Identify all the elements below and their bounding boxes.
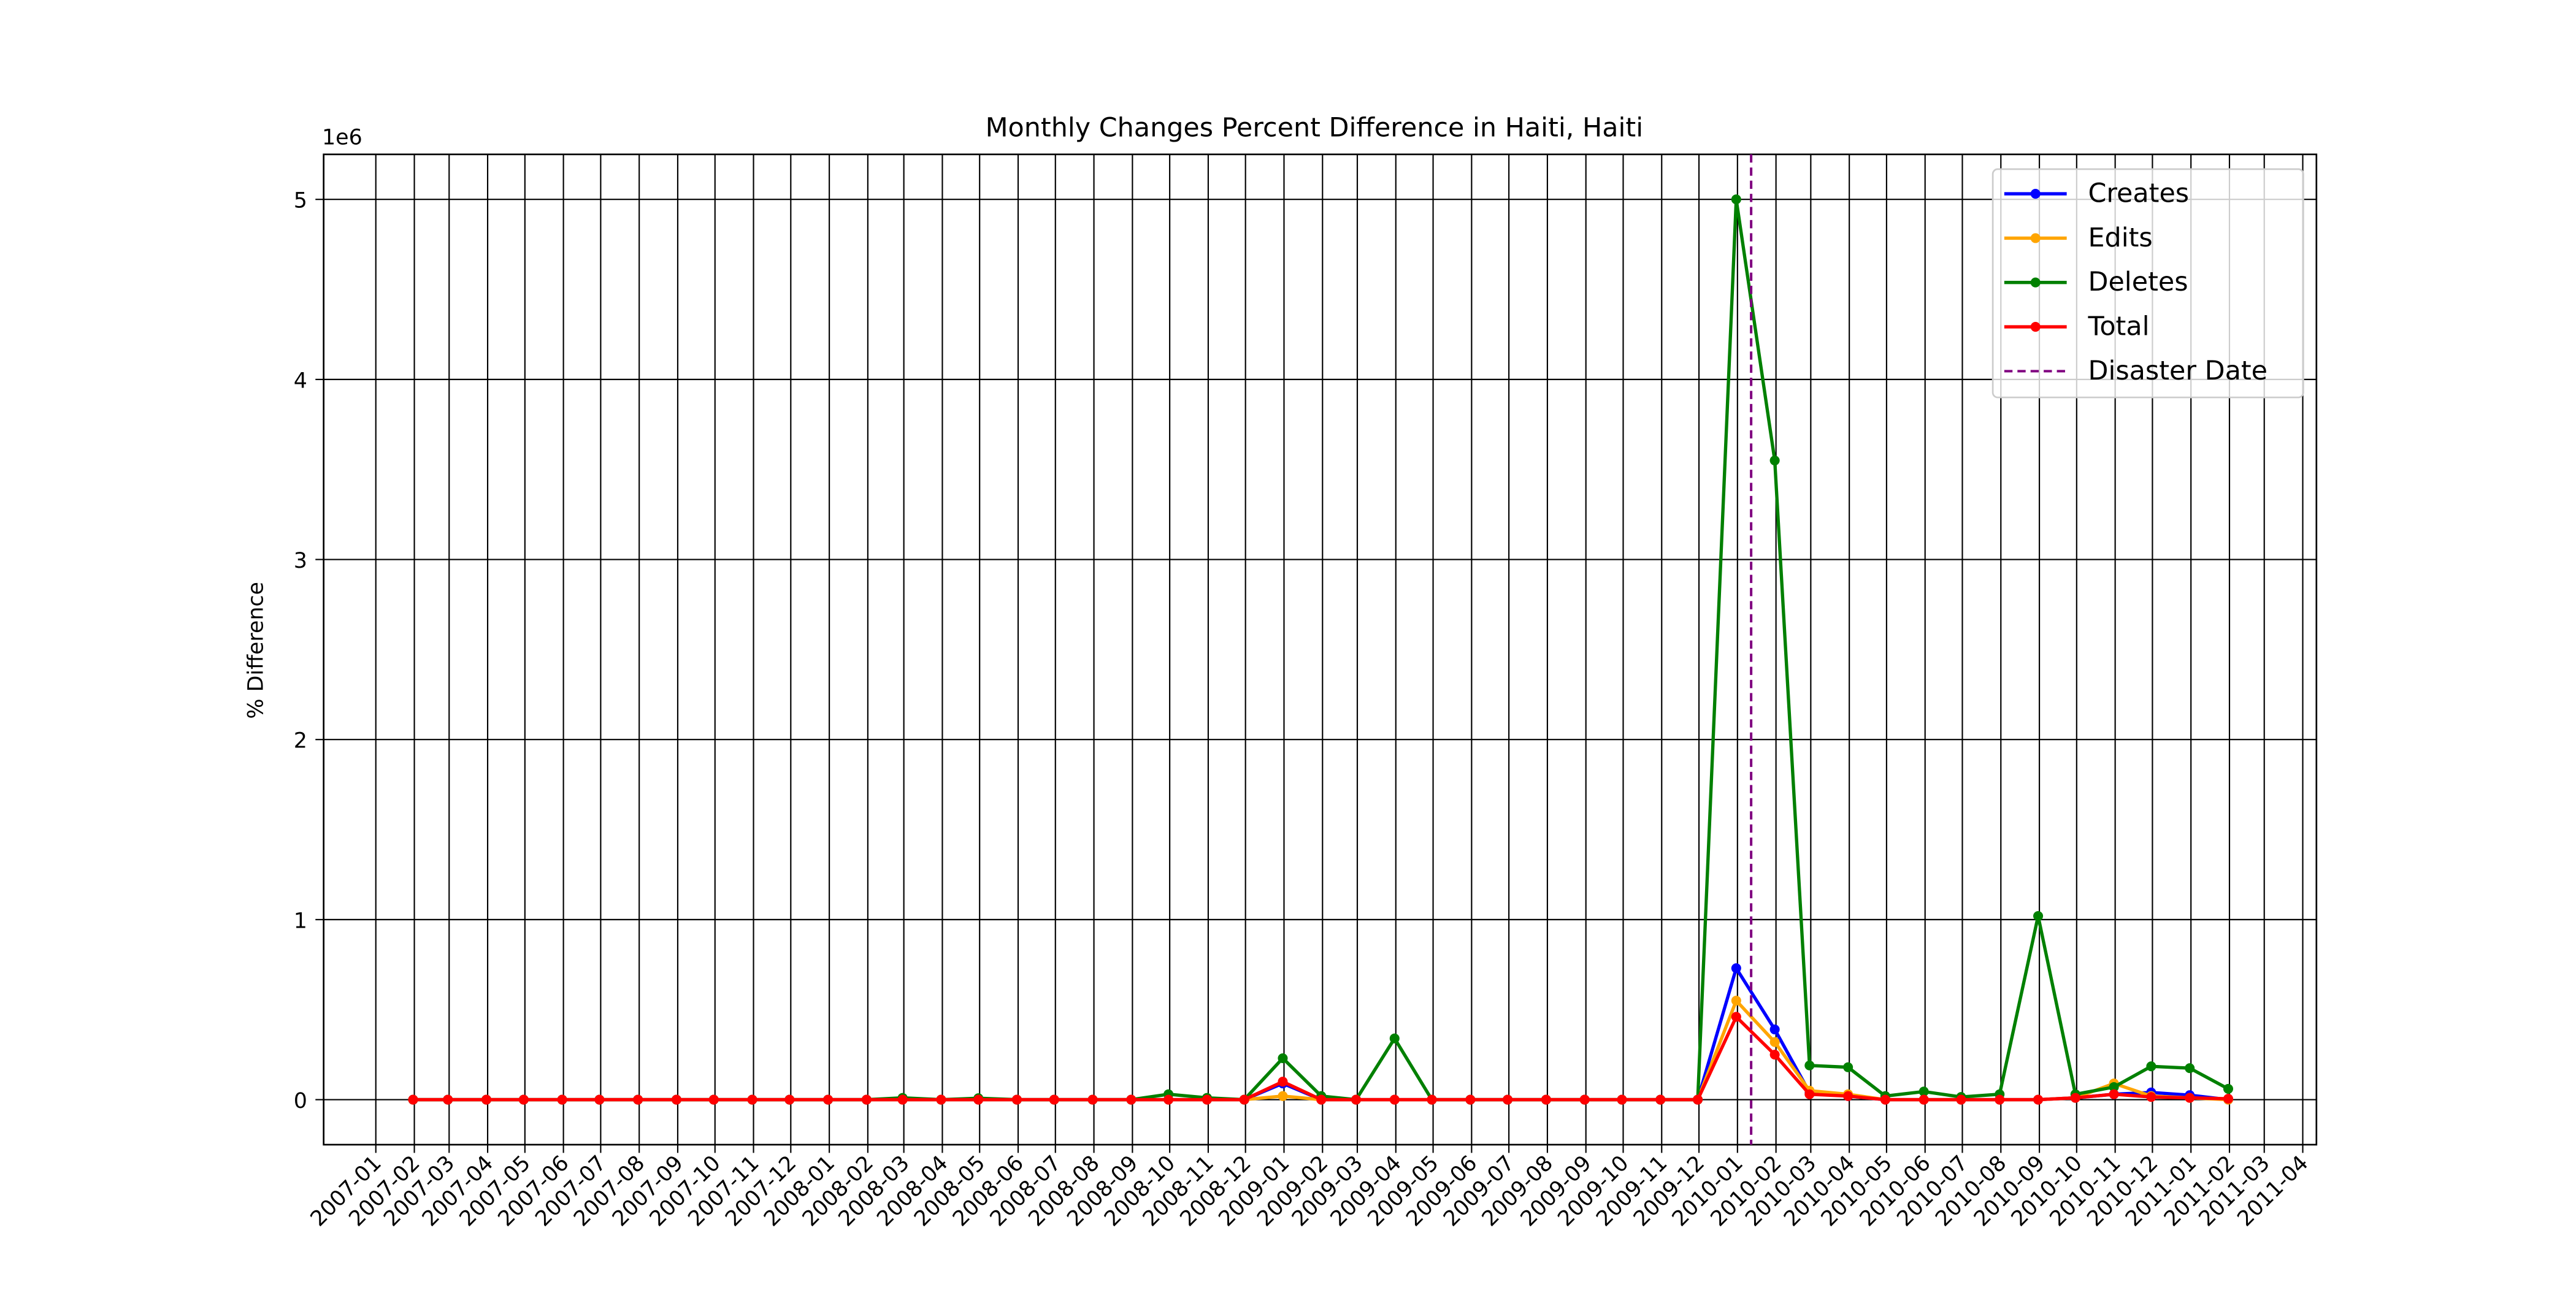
series-point <box>443 1094 453 1105</box>
series-point <box>1389 1094 1400 1105</box>
series-point <box>1692 1094 1703 1105</box>
legend-marker <box>2030 322 2041 332</box>
series-point <box>861 1094 872 1105</box>
series-point <box>1087 1094 1098 1105</box>
series-point <box>747 1094 757 1105</box>
series-point <box>1579 1094 1590 1105</box>
series-point <box>2070 1093 2080 1103</box>
series-point <box>1919 1094 1929 1105</box>
y-tick-label: 4 <box>294 368 307 393</box>
series-point <box>1731 1012 1741 1022</box>
series-line <box>413 998 2229 1102</box>
legend-marker <box>2030 277 2041 288</box>
series-point <box>1956 1094 1966 1105</box>
series-point <box>897 1094 908 1105</box>
series-point <box>1503 1094 1513 1105</box>
y-tick-label: 5 <box>294 189 307 213</box>
series-point <box>1769 1024 1780 1035</box>
series-point <box>1389 1033 1400 1044</box>
legend-marker <box>2030 189 2041 199</box>
series-point <box>1316 1094 1327 1105</box>
y-tick-label: 1 <box>294 909 307 933</box>
series-point <box>1769 1050 1780 1060</box>
series-point <box>1011 1094 1022 1105</box>
series-point <box>2185 1093 2195 1103</box>
legend-label: Deletes <box>2088 267 2188 297</box>
series-point <box>1278 1091 1288 1101</box>
series-point <box>557 1094 567 1105</box>
series-point <box>2223 1094 2234 1104</box>
series-point <box>1049 1094 1059 1105</box>
series-point <box>1731 194 1741 205</box>
series-point <box>1655 1094 1666 1105</box>
series-point <box>671 1094 681 1105</box>
series-point <box>1769 455 1780 466</box>
series-point <box>1843 1091 1853 1101</box>
series-point <box>2109 1082 2119 1093</box>
series-line <box>413 199 2229 1102</box>
series-point <box>1202 1094 1212 1105</box>
legend-label: Total <box>2087 311 2149 342</box>
series-point <box>1843 1062 1853 1072</box>
series-point <box>1126 1094 1137 1105</box>
series-point <box>2109 1089 2119 1099</box>
series-point <box>1769 1037 1780 1047</box>
y-tick-label: 2 <box>294 729 307 754</box>
series-point <box>594 1094 605 1105</box>
series-point <box>823 1094 834 1105</box>
series-point <box>1995 1094 2005 1105</box>
series-point <box>1351 1094 1362 1105</box>
series-line <box>413 1013 2229 1102</box>
legend-label: Disaster Date <box>2088 356 2267 386</box>
y-axis-label: % Difference <box>244 582 269 719</box>
series-point <box>1617 1094 1627 1105</box>
series-point <box>936 1094 946 1105</box>
y-tick-label: 0 <box>294 1089 307 1113</box>
series-point <box>1804 1089 1815 1099</box>
series-point <box>1731 995 1741 1006</box>
series-point <box>408 1094 418 1105</box>
series-point <box>1278 1077 1288 1087</box>
series-point <box>2146 1061 2156 1072</box>
series-point <box>633 1094 643 1105</box>
series-point <box>1880 1094 1890 1105</box>
series-point <box>1427 1094 1437 1105</box>
plot-frame <box>323 153 2318 1146</box>
series-point <box>708 1094 719 1105</box>
series-point <box>1919 1086 1929 1097</box>
legend-box <box>1991 168 2304 399</box>
series-point <box>1804 1060 1815 1071</box>
series-point <box>2146 1092 2156 1102</box>
series-line <box>413 964 2229 1102</box>
series-point <box>973 1094 984 1105</box>
series-point <box>2185 1063 2195 1074</box>
series-point <box>1239 1094 1249 1105</box>
series-point <box>1541 1094 1551 1105</box>
y-tick-label: 3 <box>294 549 307 573</box>
series-point <box>518 1094 529 1105</box>
series-point <box>1731 963 1741 974</box>
legend-label: Edits <box>2088 223 2152 253</box>
legend-label: Creates <box>2088 178 2189 208</box>
chart-title: Monthly Changes Percent Difference in Ha… <box>986 112 1644 143</box>
y-offset-label: 1e6 <box>322 126 362 150</box>
series-point <box>1465 1094 1476 1105</box>
series-point <box>784 1094 795 1105</box>
series-point <box>1278 1053 1288 1064</box>
series-point <box>2033 910 2044 922</box>
series-point <box>481 1094 492 1105</box>
series-point <box>1163 1094 1174 1105</box>
series-point <box>2223 1083 2234 1094</box>
legend-marker <box>2030 233 2041 243</box>
series-point <box>2033 1094 2044 1105</box>
